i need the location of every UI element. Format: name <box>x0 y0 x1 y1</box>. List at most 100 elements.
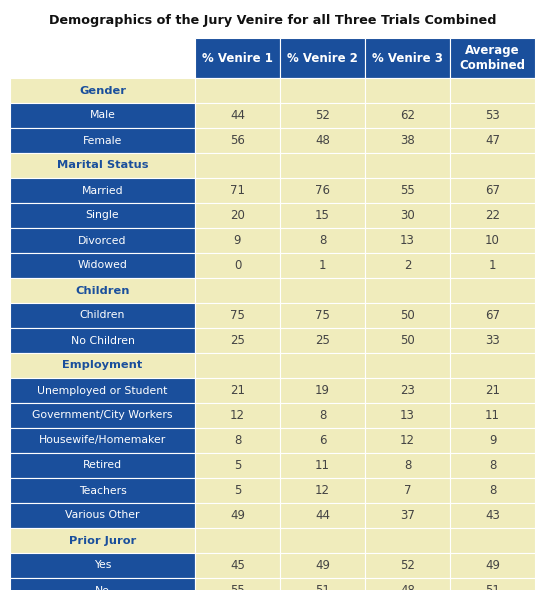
Bar <box>280 178 365 203</box>
Bar <box>10 353 195 378</box>
Bar <box>365 478 450 503</box>
Bar <box>450 128 535 153</box>
Text: 48: 48 <box>400 584 415 590</box>
Text: 47: 47 <box>485 134 500 147</box>
Bar <box>10 128 195 153</box>
Bar <box>280 103 365 128</box>
Bar <box>450 178 535 203</box>
Bar <box>195 478 280 503</box>
Text: 56: 56 <box>230 134 245 147</box>
Bar <box>195 178 280 203</box>
Bar <box>365 553 450 578</box>
Bar <box>195 328 280 353</box>
Bar <box>195 278 280 303</box>
Text: 44: 44 <box>315 509 330 522</box>
Bar <box>195 553 280 578</box>
Bar <box>280 378 365 403</box>
Text: 12: 12 <box>230 409 245 422</box>
Text: 15: 15 <box>315 209 330 222</box>
Text: 44: 44 <box>230 109 245 122</box>
Text: Various Other: Various Other <box>65 510 140 520</box>
Bar <box>10 153 195 178</box>
Text: 49: 49 <box>485 559 500 572</box>
Bar <box>280 478 365 503</box>
Bar <box>365 103 450 128</box>
Text: Retired: Retired <box>83 461 122 470</box>
Bar <box>450 553 535 578</box>
Text: 1: 1 <box>489 259 496 272</box>
Bar <box>365 253 450 278</box>
Bar <box>365 328 450 353</box>
Bar <box>10 528 195 553</box>
Bar <box>10 278 195 303</box>
Text: Unemployed or Student: Unemployed or Student <box>37 385 168 395</box>
Text: 12: 12 <box>400 434 415 447</box>
Text: Divorced: Divorced <box>78 235 127 245</box>
Bar <box>450 38 535 78</box>
Text: 55: 55 <box>400 184 415 197</box>
Bar <box>280 253 365 278</box>
Text: No Children: No Children <box>70 336 135 346</box>
Bar <box>10 403 195 428</box>
Bar <box>280 153 365 178</box>
Text: 76: 76 <box>315 184 330 197</box>
Bar <box>450 303 535 328</box>
Text: 67: 67 <box>485 184 500 197</box>
Bar <box>450 278 535 303</box>
Bar <box>195 503 280 528</box>
Text: 25: 25 <box>315 334 330 347</box>
Text: Marital Status: Marital Status <box>57 160 148 171</box>
Text: 45: 45 <box>230 559 245 572</box>
Bar <box>365 278 450 303</box>
Bar <box>365 78 450 103</box>
Text: 53: 53 <box>485 109 500 122</box>
Text: 23: 23 <box>400 384 415 397</box>
Text: 62: 62 <box>400 109 415 122</box>
Text: Gender: Gender <box>79 86 126 96</box>
Text: 8: 8 <box>489 484 496 497</box>
Text: Teachers: Teachers <box>78 486 126 496</box>
Bar <box>10 378 195 403</box>
Bar <box>280 503 365 528</box>
Bar <box>195 38 280 78</box>
Text: 55: 55 <box>230 584 245 590</box>
Bar <box>10 453 195 478</box>
Text: 37: 37 <box>400 509 415 522</box>
Bar <box>10 328 195 353</box>
Bar <box>365 428 450 453</box>
Text: 52: 52 <box>400 559 415 572</box>
Text: Government/City Workers: Government/City Workers <box>32 411 173 421</box>
Bar <box>280 128 365 153</box>
Bar <box>365 503 450 528</box>
Text: 9: 9 <box>234 234 241 247</box>
Bar <box>280 228 365 253</box>
Bar <box>450 78 535 103</box>
Bar <box>10 253 195 278</box>
Bar <box>450 528 535 553</box>
Text: 38: 38 <box>400 134 415 147</box>
Text: 20: 20 <box>230 209 245 222</box>
Bar <box>365 153 450 178</box>
Text: 49: 49 <box>315 559 330 572</box>
Bar <box>280 553 365 578</box>
Text: 67: 67 <box>485 309 500 322</box>
Text: Children: Children <box>75 286 130 296</box>
Text: 11: 11 <box>315 459 330 472</box>
Bar <box>450 353 535 378</box>
Bar <box>10 228 195 253</box>
Bar <box>280 38 365 78</box>
Bar <box>365 353 450 378</box>
Bar <box>450 403 535 428</box>
Bar <box>195 353 280 378</box>
Text: 21: 21 <box>230 384 245 397</box>
Bar <box>280 303 365 328</box>
Bar <box>280 428 365 453</box>
Text: 50: 50 <box>400 334 415 347</box>
Bar <box>10 78 195 103</box>
Text: Housewife/Homemaker: Housewife/Homemaker <box>39 435 166 445</box>
Bar <box>365 228 450 253</box>
Text: 52: 52 <box>315 109 330 122</box>
Text: 71: 71 <box>230 184 245 197</box>
Text: 13: 13 <box>400 409 415 422</box>
Bar <box>195 403 280 428</box>
